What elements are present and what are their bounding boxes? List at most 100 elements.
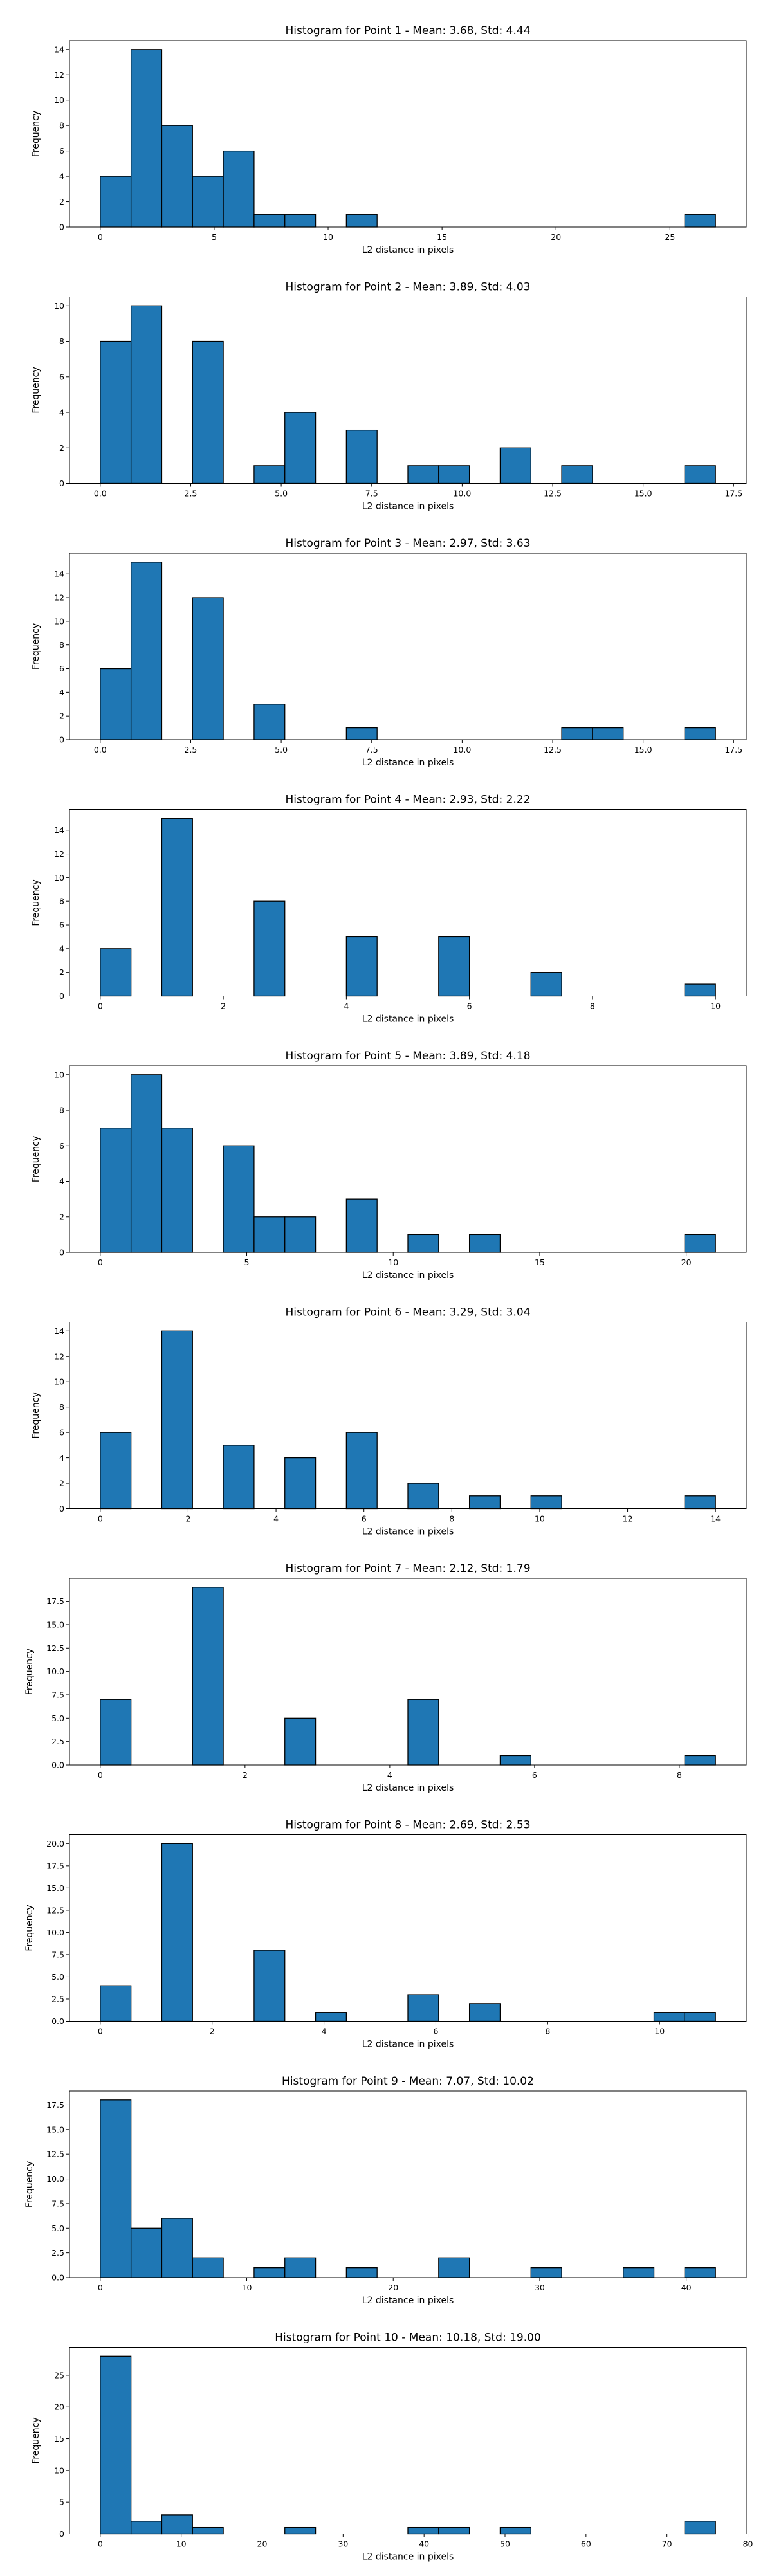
y-axis-label: Frequency xyxy=(31,2417,41,2463)
x-tick-label: 4 xyxy=(387,1770,392,1780)
y-tick-label: 6 xyxy=(59,146,64,156)
x-axis-label: L2 distance in pixels xyxy=(362,1014,454,1025)
histogram-bar xyxy=(284,2526,317,2535)
histogram-bar xyxy=(284,412,317,484)
histogram-bar xyxy=(253,1216,286,1253)
y-tick-label: 2 xyxy=(59,443,64,453)
histogram-bar xyxy=(161,1843,193,2022)
y-tick-label: 4 xyxy=(59,1176,64,1186)
y-axis-label: Frequency xyxy=(31,111,41,157)
y-tick-label: 12.5 xyxy=(46,1905,64,1915)
y-tick-label: 2 xyxy=(59,967,64,977)
x-tick-label: 10 xyxy=(654,2027,665,2036)
x-tick-label: 0 xyxy=(98,2027,103,2036)
histogram-bar xyxy=(161,1128,193,1253)
y-tick-label: 8 xyxy=(59,336,64,346)
x-tick-label: 8 xyxy=(590,1001,595,1011)
y-tick-label: 8 xyxy=(59,897,64,906)
axes-frame xyxy=(69,553,747,740)
y-axis-label: Frequency xyxy=(31,879,41,926)
y-tick-label: 12 xyxy=(54,593,64,603)
y-tick-label: 20.0 xyxy=(46,1839,64,1849)
x-tick-label: 5 xyxy=(244,1257,250,1267)
chart-panel-4: Histogram for Point 4 - Mean: 2.93, Std:… xyxy=(31,794,747,1025)
y-tick-label: 14 xyxy=(54,569,64,579)
y-tick-label: 0 xyxy=(59,223,64,232)
histogram-bar xyxy=(100,1128,132,1253)
chart-panel-9: Histogram for Point 9 - Mean: 7.07, Std:… xyxy=(24,2075,747,2306)
histogram-bar xyxy=(100,1432,132,1510)
x-tick-label: 6 xyxy=(467,1001,472,1011)
histogram-bar xyxy=(530,972,562,997)
x-tick-label: 10.0 xyxy=(453,745,471,754)
y-tick-label: 0 xyxy=(59,1248,64,1257)
histogram-bar xyxy=(253,900,286,997)
histogram-bar xyxy=(192,2526,224,2535)
chart-title: Histogram for Point 3 - Mean: 2.97, Std:… xyxy=(285,537,530,550)
axes-frame xyxy=(69,1322,747,1509)
histogram-bar xyxy=(100,2099,132,2278)
x-tick-label: 2 xyxy=(243,1770,248,1780)
chart-panel-3: Histogram for Point 3 - Mean: 2.97, Std:… xyxy=(31,537,747,768)
y-tick-label: 12 xyxy=(54,70,64,80)
x-tick-label: 12.5 xyxy=(544,745,562,754)
x-tick-label: 6 xyxy=(433,2027,438,2036)
y-tick-label: 12 xyxy=(54,1351,64,1361)
histogram-bar xyxy=(345,936,378,997)
histogram-bar xyxy=(684,2012,716,2022)
histogram-bar xyxy=(192,340,224,484)
y-tick-label: 2 xyxy=(59,197,64,206)
histogram-bar xyxy=(161,125,193,228)
x-tick-label: 5.0 xyxy=(275,489,288,498)
x-axis-label: L2 distance in pixels xyxy=(362,245,454,255)
histogram-bar xyxy=(161,818,193,997)
histogram-bar xyxy=(684,1755,716,1766)
chart-title: Histogram for Point 9 - Mean: 7.07, Std:… xyxy=(282,2075,534,2088)
x-tick-label: 10 xyxy=(176,2539,187,2549)
histogram-bar xyxy=(192,1587,224,1766)
x-tick-label: 8 xyxy=(545,2027,550,2036)
histogram-bar xyxy=(407,1234,439,1253)
chart-title: Histogram for Point 2 - Mean: 3.89, Std:… xyxy=(285,281,530,294)
histogram-bar xyxy=(684,214,716,228)
x-tick-label: 0 xyxy=(98,1257,103,1267)
y-tick-label: 10 xyxy=(54,2465,64,2475)
y-axis-label: Frequency xyxy=(24,1905,35,1951)
histogram-bar xyxy=(284,214,317,228)
y-tick-label: 4 xyxy=(59,688,64,697)
x-tick-label: 30 xyxy=(338,2539,348,2549)
chart-title: Histogram for Point 7 - Mean: 2.12, Std:… xyxy=(285,1562,530,1575)
y-axis-label: Frequency xyxy=(31,1392,41,1438)
x-tick-label: 40 xyxy=(419,2539,429,2549)
y-tick-label: 15 xyxy=(54,2434,64,2444)
x-tick-label: 4 xyxy=(344,1001,349,1011)
y-tick-label: 12 xyxy=(54,849,64,859)
histogram-bar xyxy=(100,176,132,228)
histogram-bar xyxy=(100,1699,132,1766)
axes-frame xyxy=(69,1065,747,1253)
histogram-bar xyxy=(253,214,286,228)
y-tick-label: 2.5 xyxy=(51,1994,64,2004)
x-axis-label: L2 distance in pixels xyxy=(362,2296,454,2306)
x-tick-label: 0 xyxy=(98,1001,103,1011)
histogram-bar xyxy=(684,727,716,740)
histogram-bar xyxy=(130,305,163,484)
y-tick-label: 0.0 xyxy=(51,2273,64,2283)
chart-panel-6: Histogram for Point 6 - Mean: 3.29, Std:… xyxy=(31,1306,747,1537)
x-tick-label: 10 xyxy=(242,2283,252,2292)
x-tick-label: 60 xyxy=(581,2539,591,2549)
chart-title: Histogram for Point 4 - Mean: 2.93, Std:… xyxy=(285,794,530,807)
histogram-bar xyxy=(130,49,163,228)
x-tick-label: 2.5 xyxy=(185,745,198,754)
chart-panel-10: Histogram for Point 10 - Mean: 10.18, St… xyxy=(31,2332,753,2562)
histogram-bar xyxy=(130,1074,163,1253)
y-axis-label: Frequency xyxy=(31,367,41,413)
histogram-bar xyxy=(407,1483,439,1510)
x-tick-label: 0.0 xyxy=(94,489,107,498)
x-tick-label: 14 xyxy=(710,1514,721,1524)
x-tick-label: 50 xyxy=(500,2539,510,2549)
histogram-bar xyxy=(499,2526,531,2535)
histogram-bar xyxy=(223,1445,255,1510)
